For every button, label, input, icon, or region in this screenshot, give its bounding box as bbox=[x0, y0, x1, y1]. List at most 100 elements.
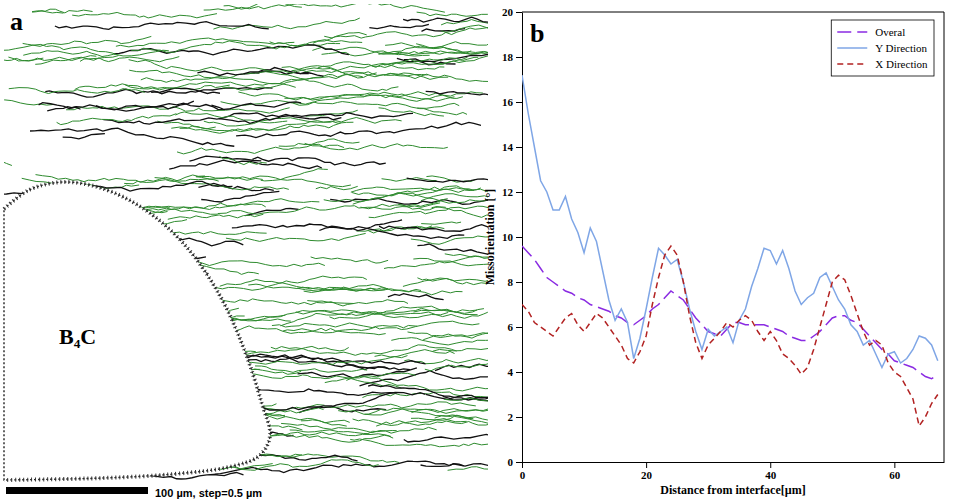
tick-mark bbox=[516, 12, 522, 13]
grain-boundary bbox=[227, 354, 389, 368]
y-axis: 0 2 4 6 8 10 12 14 16 18 20 bbox=[502, 6, 523, 468]
grain-boundary bbox=[129, 60, 363, 77]
grain-boundary bbox=[346, 376, 488, 393]
tick: 2 bbox=[508, 411, 523, 423]
tick: 16 bbox=[502, 96, 522, 108]
grain-boundary bbox=[248, 284, 385, 291]
grain-boundary bbox=[9, 88, 145, 94]
tick: 4 bbox=[508, 366, 523, 378]
grain-boundary bbox=[319, 220, 402, 231]
grain-boundary bbox=[47, 101, 194, 111]
grain-boundary bbox=[417, 103, 459, 108]
grain-boundary bbox=[384, 73, 488, 82]
legend: Overal Y Direction X Direction bbox=[831, 20, 934, 76]
grain-boundary bbox=[197, 68, 308, 76]
grain-boundary bbox=[441, 22, 488, 34]
grain-boundary bbox=[236, 122, 481, 137]
grain-boundary bbox=[448, 455, 488, 470]
tick: 10 bbox=[502, 231, 522, 243]
tick-mark bbox=[516, 282, 522, 283]
tick-label: 20 bbox=[641, 469, 653, 481]
series-line bbox=[522, 246, 938, 426]
grain-boundary bbox=[211, 102, 301, 109]
tick-mark bbox=[516, 57, 522, 58]
grain-boundary bbox=[219, 113, 413, 124]
grain-boundary bbox=[272, 323, 417, 328]
grain-boundary bbox=[220, 276, 367, 286]
tick-label: 40 bbox=[765, 469, 777, 481]
grain-boundary bbox=[369, 24, 428, 28]
legend-label: X Direction bbox=[875, 58, 928, 70]
grain-boundary bbox=[222, 73, 427, 90]
grain-boundary bbox=[175, 112, 287, 123]
tick: 14 bbox=[502, 141, 522, 153]
grain-boundary bbox=[384, 256, 488, 269]
panel-label: a bbox=[10, 7, 23, 36]
tick-label: 60 bbox=[889, 469, 901, 481]
tick: 0 bbox=[508, 456, 523, 468]
grain-boundary bbox=[413, 258, 488, 278]
grain-boundary bbox=[201, 191, 279, 202]
grain-boundary bbox=[391, 329, 488, 345]
grain-boundary bbox=[414, 310, 478, 312]
tick-mark bbox=[516, 417, 522, 418]
grain-boundary bbox=[45, 88, 220, 97]
grain-boundary bbox=[171, 123, 341, 133]
grain-boundary bbox=[168, 214, 264, 219]
grain-boundary bbox=[408, 331, 488, 338]
grain-boundary bbox=[180, 126, 216, 129]
frame bbox=[944, 12, 945, 462]
grain-boundary bbox=[128, 199, 320, 212]
grain-boundary bbox=[116, 38, 294, 47]
grain-boundary bbox=[379, 225, 488, 233]
grain-boundary bbox=[282, 63, 445, 72]
plot-area bbox=[522, 75, 938, 426]
tick-mark bbox=[894, 462, 895, 468]
tick-label: 0 bbox=[508, 456, 514, 468]
grain-boundary bbox=[324, 33, 367, 39]
grain-boundary bbox=[4, 96, 53, 105]
grain-boundary bbox=[376, 421, 488, 426]
grain-boundary bbox=[421, 222, 461, 224]
grain-boundary bbox=[398, 198, 488, 207]
scale-bar-label: 100 µm, step=0.5 µm bbox=[155, 487, 262, 499]
grain-boundary bbox=[55, 22, 269, 30]
grain-boundary bbox=[403, 278, 488, 289]
axis-line bbox=[523, 462, 945, 463]
tick-mark bbox=[516, 327, 522, 328]
tick: 18 bbox=[502, 51, 522, 63]
tick: 6 bbox=[508, 321, 523, 333]
panel-label: b bbox=[530, 19, 544, 48]
grain-boundary bbox=[432, 206, 488, 218]
legend-item: Overal bbox=[837, 26, 905, 38]
tick: 8 bbox=[508, 276, 523, 288]
legend-item: Y Direction bbox=[837, 42, 927, 54]
tick-label: 12 bbox=[502, 186, 514, 198]
grain-boundary bbox=[4, 55, 43, 61]
grain-boundary bbox=[325, 402, 476, 408]
tick-label: 20 bbox=[502, 6, 514, 18]
map-panel: aB₄C bbox=[0, 1, 673, 480]
grain-boundary bbox=[369, 206, 488, 217]
grain-boundary bbox=[435, 360, 488, 370]
grain-boundary bbox=[219, 156, 266, 164]
grain-boundary bbox=[425, 362, 488, 371]
grain-boundary bbox=[226, 233, 366, 241]
tick-mark bbox=[516, 147, 522, 148]
grain-boundary bbox=[378, 38, 488, 54]
grain-boundary bbox=[57, 114, 177, 125]
label-patch bbox=[6, 6, 32, 36]
legend-swatch bbox=[837, 47, 867, 49]
grain-boundary bbox=[75, 84, 230, 90]
grain-boundary bbox=[39, 103, 81, 110]
grain-boundary bbox=[157, 117, 401, 131]
grain-boundary bbox=[388, 294, 444, 300]
grain-boundary bbox=[411, 405, 488, 413]
grain-boundary bbox=[72, 12, 217, 17]
grain-boundary bbox=[287, 102, 467, 115]
tick: 12 bbox=[502, 186, 522, 198]
grain-boundary bbox=[433, 348, 488, 351]
grain-boundary bbox=[4, 44, 169, 56]
particle bbox=[4, 182, 270, 480]
tick: 0 bbox=[520, 462, 526, 481]
